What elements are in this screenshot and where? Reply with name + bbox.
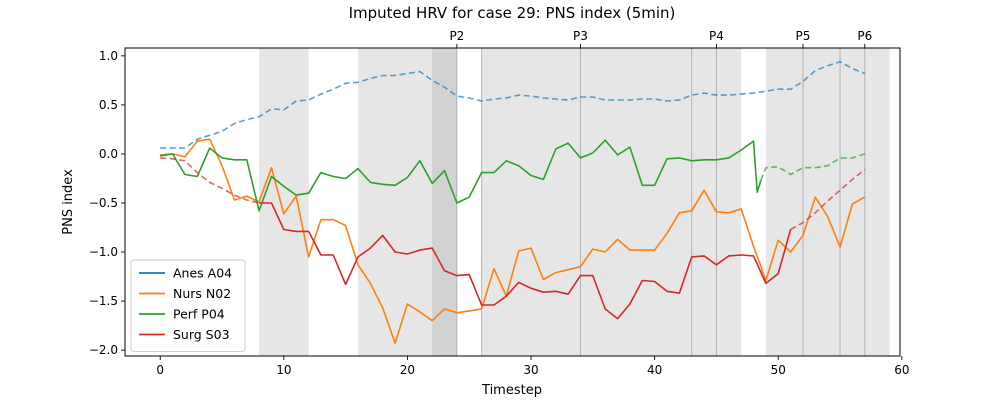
legend: Anes A04 Nurs N02 Perf P04 Surg S03 xyxy=(130,259,246,352)
legend-label-0: Anes A04 xyxy=(173,266,232,281)
x-tick-label-0: 0 xyxy=(156,363,164,377)
y-tick-label-3: −0.5 xyxy=(89,196,118,210)
phase-marker-label-3: P5 xyxy=(796,29,811,43)
y-tick-label-1: −1.5 xyxy=(89,294,118,308)
series-lines xyxy=(160,60,866,345)
plot-frame xyxy=(124,47,901,357)
legend-label-3: Surg S03 xyxy=(173,327,230,342)
series-2-line xyxy=(160,139,762,212)
y-tick-label-6: 1.0 xyxy=(99,49,118,63)
phase-marker-label-0: P2 xyxy=(449,29,464,43)
shaded-region-2 xyxy=(432,48,457,356)
phase-lines xyxy=(456,48,866,356)
shaded-regions xyxy=(259,48,890,356)
y-tick-label-5: 0.5 xyxy=(99,98,118,112)
x-tick-label-3: 30 xyxy=(523,363,538,377)
shaded-region-4 xyxy=(765,48,890,356)
x-axis-ticks: 0 10 20 30 40 50 60 xyxy=(156,356,909,377)
series-3-line xyxy=(259,202,792,320)
legend-label-2: Perf P04 xyxy=(173,307,225,322)
legend-box xyxy=(130,259,246,352)
y-tick-label-2: −1.0 xyxy=(89,245,118,259)
series-2-imputed-line-0 xyxy=(760,153,866,181)
series-0-imputed-line-0 xyxy=(160,60,866,149)
series-3-imputed-line-0 xyxy=(160,157,260,204)
y-tick-label-0: −2.0 xyxy=(89,343,118,357)
phase-marker-label-1: P3 xyxy=(573,29,588,43)
shaded-region-0 xyxy=(259,48,309,356)
phase-markers: P2 P3 P4 P5 P6 xyxy=(449,29,872,48)
phase-marker-label-2: P4 xyxy=(709,29,724,43)
x-tick-label-5: 50 xyxy=(771,363,786,377)
phase-marker-label-4: P6 xyxy=(857,29,872,43)
legend-label-1: Nurs N02 xyxy=(173,286,231,301)
series-3-imputed-line-1 xyxy=(790,168,866,231)
y-axis-label: PNS index xyxy=(61,169,76,235)
series-1-line xyxy=(160,138,866,345)
y-tick-label-4: 0.0 xyxy=(99,147,118,161)
x-tick-label-1: 10 xyxy=(276,363,291,377)
x-tick-label-4: 40 xyxy=(647,363,662,377)
y-axis-ticks: −2.0 −1.5 −1.0 −0.5 0.0 0.5 1.0 xyxy=(89,49,125,357)
x-axis-label: Timestep xyxy=(481,383,542,398)
x-tick-label-2: 20 xyxy=(400,363,415,377)
chart-title: Imputed HRV for case 29: PNS index (5min… xyxy=(349,4,676,22)
x-tick-label-6: 60 xyxy=(894,363,909,377)
